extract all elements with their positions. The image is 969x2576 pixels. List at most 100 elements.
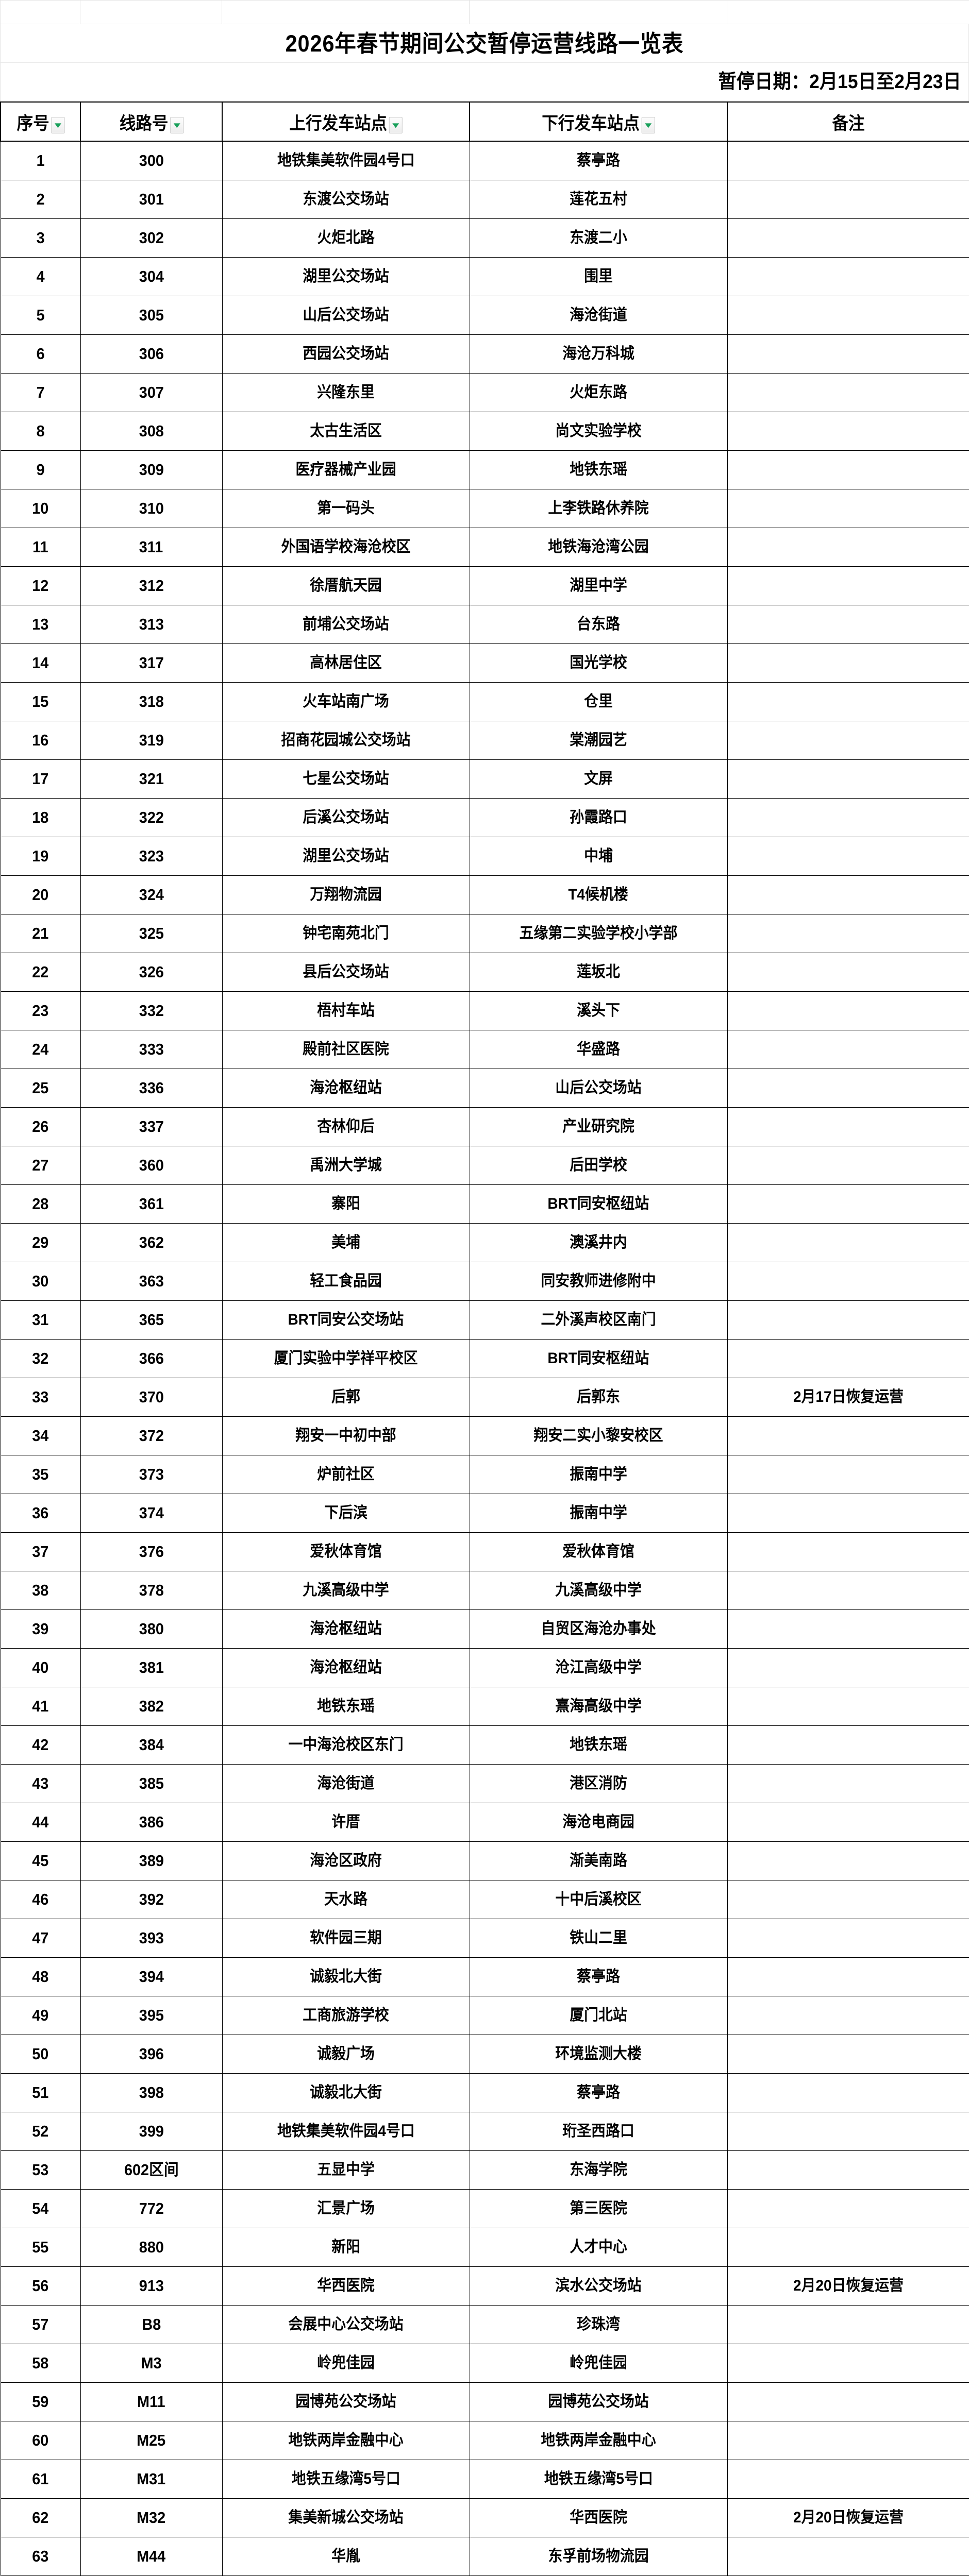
table-row: 49 395 工商旅游学校 厦门北站	[0, 1996, 969, 2035]
cell-downbound-stop: 第三医院	[469, 2189, 728, 2228]
cell-upbound-stop: 徐厝航天园	[222, 566, 470, 605]
cell-line-number: M11	[80, 2382, 223, 2421]
cell-line-number: 398	[80, 2073, 223, 2112]
cell-downbound-stop-text: 地铁两岸金融中心	[541, 2432, 656, 2449]
cell-downbound-stop-text: 东渡二小	[570, 229, 627, 247]
filter-dropdown-icon[interactable]	[170, 117, 183, 133]
cell-line-number: 306	[80, 334, 223, 374]
cell-downbound-stop-text: 地铁东瑶	[570, 461, 627, 479]
cell-downbound-stop: 文屏	[469, 759, 728, 799]
cell-downbound-stop: 十中后溪校区	[469, 1880, 728, 1919]
table-row: 33 370 后郭 后郭东 2月17日恢复运营	[0, 1378, 969, 1417]
cell-line-number-text: 309	[139, 460, 164, 479]
cell-upbound-stop-text: 会展中心公交场站	[288, 2316, 404, 2333]
cell-downbound-stop-text: BRT同安枢纽站	[547, 1350, 649, 1367]
cell-upbound-stop: 禹洲大学城	[222, 1146, 470, 1185]
cell-line-number: 304	[80, 257, 223, 296]
cell-index-text: 53	[32, 2160, 49, 2179]
cell-remarks	[727, 991, 969, 1030]
cell-index-text: 57	[32, 2315, 49, 2333]
cell-line-number: 318	[80, 682, 223, 721]
cell-remarks	[727, 1957, 969, 1996]
table-row: 48 394 诚毅北大街 蔡亭路	[0, 1957, 969, 1996]
cell-line-number: 395	[80, 1996, 223, 2035]
cell-index: 27	[0, 1146, 81, 1185]
cell-line-number: 319	[80, 721, 223, 760]
cell-downbound-stop-text: 莲花五村	[570, 191, 627, 208]
cell-line-number: 394	[80, 1957, 223, 1996]
cell-index: 1	[0, 141, 81, 180]
cell-downbound-stop-text: 九溪高级中学	[555, 1582, 642, 1599]
cell-index: 44	[0, 1803, 81, 1842]
cell-downbound-stop: BRT同安枢纽站	[469, 1184, 728, 1224]
cell-upbound-stop: 岭兜佳园	[222, 2344, 470, 2383]
cell-line-number-text: 302	[139, 228, 164, 247]
column-header-line-number[interactable]: 线路号	[80, 101, 223, 142]
cell-line-number-text: 384	[139, 1735, 164, 1754]
cell-line-number-text: 312	[139, 576, 164, 595]
cell-downbound-stop-text: 蔡亭路	[577, 152, 620, 170]
cell-line-number-text: 322	[139, 808, 164, 826]
cell-upbound-stop: 汇景广场	[222, 2189, 470, 2228]
cell-upbound-stop-text: 前埔公交场站	[303, 616, 389, 633]
cell-line-number-text: 389	[139, 1851, 164, 1870]
cell-line-number-text: 394	[139, 1967, 164, 1986]
cell-upbound-stop: 山后公交场站	[222, 296, 470, 335]
cell-line-number: 322	[80, 798, 223, 837]
cell-upbound-stop: 医疗器械产业园	[222, 450, 470, 489]
column-header-downbound-stop[interactable]: 下行发车站点	[469, 101, 728, 142]
cell-upbound-stop-text: 东渡公交场站	[303, 191, 389, 208]
cell-line-number: 380	[80, 1609, 223, 1649]
cell-upbound-stop: 九溪高级中学	[222, 1571, 470, 1610]
cell-upbound-stop-text: 地铁东瑶	[317, 1698, 375, 1715]
table-row: 30 363 轻工食品园 同安教师进修附中	[0, 1262, 969, 1301]
cell-remarks	[727, 605, 969, 644]
table-row: 35 373 炉前社区 振南中学	[0, 1455, 969, 1494]
cell-index-text: 60	[32, 2431, 49, 2449]
cell-index: 57	[0, 2305, 81, 2344]
cell-line-number-text: 370	[139, 1387, 164, 1406]
cell-upbound-stop: 轻工食品园	[222, 1262, 470, 1301]
filter-dropdown-icon[interactable]	[641, 117, 655, 133]
column-header-label: 备注	[832, 113, 865, 133]
cell-line-number-text: 376	[139, 1542, 164, 1561]
cell-remarks	[727, 1725, 969, 1765]
cell-upbound-stop-text: 天水路	[324, 1891, 367, 1908]
cell-remarks	[727, 643, 969, 683]
table-row: 28 361 寨阳 BRT同安枢纽站	[0, 1184, 969, 1224]
cell-line-number: 302	[80, 218, 223, 258]
cell-line-number: 602区间	[80, 2150, 223, 2190]
cell-index-text: 45	[32, 1851, 49, 1870]
cell-line-number: 373	[80, 1455, 223, 1494]
empty-cell	[469, 0, 727, 24]
filter-dropdown-icon[interactable]	[389, 117, 403, 133]
filter-dropdown-icon[interactable]	[51, 117, 64, 133]
column-header-index[interactable]: 序号	[0, 101, 81, 142]
cell-line-number-text: M32	[137, 2508, 166, 2527]
cell-upbound-stop-text: 万翔物流园	[310, 886, 382, 904]
cell-downbound-stop: 园博苑公交场站	[469, 2382, 728, 2421]
cell-index-text: 43	[32, 1774, 49, 1792]
cell-line-number-text: M3	[141, 2353, 162, 2372]
cell-index-text: 4	[36, 267, 45, 285]
table-row: 17 321 七星公交场站 文屏	[0, 759, 969, 799]
cell-upbound-stop: 园博苑公交场站	[222, 2382, 470, 2421]
cell-index-text: 49	[32, 2006, 49, 2024]
cell-index: 14	[0, 643, 81, 683]
cell-upbound-stop-text: 七星公交场站	[303, 770, 389, 788]
column-header-remarks[interactable]: 备注	[727, 101, 969, 142]
cell-remarks	[727, 1223, 969, 1262]
cell-line-number: 399	[80, 2112, 223, 2151]
cell-downbound-stop: 山后公交场站	[469, 1069, 728, 1108]
cell-remarks	[727, 2421, 969, 2460]
cell-index-text: 61	[32, 2469, 49, 2488]
cell-line-number-text: 337	[139, 1117, 164, 1136]
cell-remarks	[727, 1030, 969, 1069]
cell-index: 60	[0, 2421, 81, 2460]
table-row: 29 362 美埔 澳溪井内	[0, 1223, 969, 1262]
cell-index-text: 22	[32, 962, 49, 981]
column-header-upbound-stop[interactable]: 上行发车站点	[222, 101, 470, 142]
cell-downbound-stop: 厦门北站	[469, 1996, 728, 2035]
cell-downbound-stop-text: 熹海高级中学	[555, 1698, 642, 1715]
table-row: 7 307 兴隆东里 火炬东路	[0, 373, 969, 412]
